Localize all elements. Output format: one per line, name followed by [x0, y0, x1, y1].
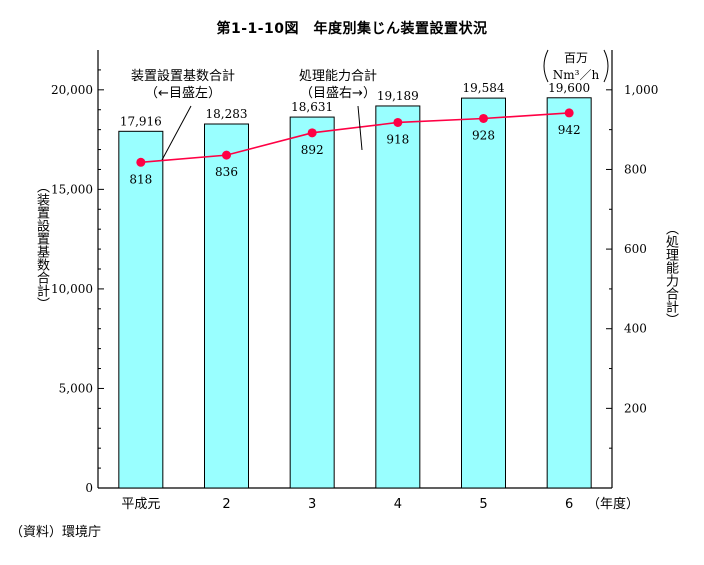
chart-title: 第1-1-10図 年度別集じん装置設置状況	[216, 21, 488, 37]
x-tick-label: 2	[222, 497, 230, 512]
line-point	[136, 157, 146, 167]
bar-value-label: 18,631	[291, 100, 333, 114]
left-tick-label: 0	[85, 481, 93, 495]
right-tick-label: 1,000	[624, 83, 658, 97]
line-point	[393, 117, 403, 127]
line-value-label: 836	[215, 165, 238, 179]
left-note-line1: 装置設置基数合計	[131, 68, 235, 84]
line-series	[136, 108, 574, 167]
right-tick-label: 200	[624, 401, 647, 415]
right-note-line1: 処理能力合計	[299, 68, 377, 84]
bar	[461, 97, 506, 489]
source-note: （資料）環境庁	[10, 525, 102, 540]
left-axis-label: （装置設置基数合計）	[34, 180, 49, 310]
labels: 平成元 17,916 2 18,283 3 18,631 4 19,189 5 19,584 6 19…	[120, 81, 590, 512]
bar	[204, 123, 249, 489]
line-point	[307, 128, 317, 138]
left-tick-label: 20,000	[51, 83, 93, 97]
right-unit-paren-left	[543, 49, 549, 83]
bar-value-label: 19,600	[548, 81, 590, 95]
x-tick-label: 平成元	[121, 497, 160, 512]
x-tick-label: 5	[479, 497, 487, 512]
bar-value-label: 18,283	[206, 107, 248, 121]
left-tick-label: 15,000	[51, 182, 93, 196]
line-value-label: 928	[472, 128, 495, 142]
notes: 装置設置基数合計 （←目盛左） 処理能力合計 （目盛右→） 百万 Nm³／h （…	[131, 49, 639, 512]
left-tick-label: 5,000	[59, 381, 93, 395]
line-path	[140, 112, 570, 164]
line-point	[479, 113, 488, 123]
left-tick-label: 10,000	[51, 282, 93, 296]
x-tick-label: 3	[308, 497, 316, 512]
line-value-label: 918	[386, 132, 409, 146]
line-value-label: 942	[558, 123, 581, 137]
right-note-leader	[357, 105, 363, 151]
right-tick-label: 400	[624, 322, 647, 336]
right-axis-label: （処理能力合計）	[663, 222, 678, 326]
axes: 0 5,000 10,000 15,000 20,000 200 400 600 800 1,00…	[51, 50, 658, 495]
left-note-line2: （←目盛左）	[145, 86, 221, 101]
bar-value-label: 19,584	[463, 81, 505, 95]
right-unit-line2: Nm³／h	[553, 68, 600, 82]
bars	[118, 97, 592, 489]
bar	[118, 130, 164, 489]
line-value-label: 818	[129, 172, 152, 186]
bar-value-label: 17,916	[120, 114, 162, 128]
line-value-label: 892	[301, 143, 324, 157]
line-point	[222, 150, 231, 160]
x-tick-label: 6	[565, 497, 573, 512]
x-axis-suffix: （年度）	[587, 496, 639, 512]
right-tick-label: 600	[624, 242, 647, 256]
bar	[546, 97, 592, 489]
right-note-line2: （目盛右→）	[300, 86, 376, 101]
bar	[375, 105, 421, 489]
bar-value-label: 19,189	[377, 89, 419, 103]
line-point	[564, 108, 574, 118]
right-unit-line1: 百万	[564, 51, 588, 65]
x-tick-label: 4	[394, 497, 402, 512]
bar	[289, 116, 335, 489]
right-tick-label: 800	[624, 162, 647, 176]
right-unit-paren-right	[603, 49, 609, 83]
left-note-leader	[161, 105, 192, 161]
